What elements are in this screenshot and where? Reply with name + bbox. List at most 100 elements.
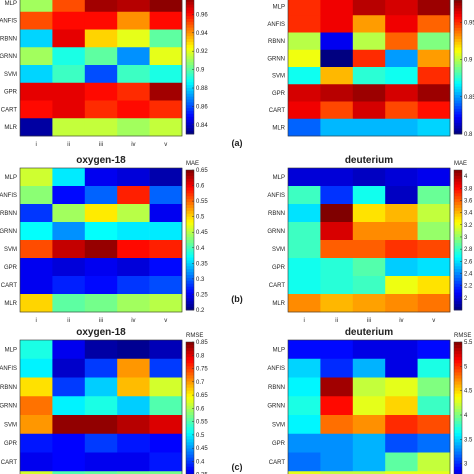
- heatmap-cell: [352, 118, 386, 137]
- colorbar-segment: [186, 408, 194, 413]
- colorbar-segment: [454, 289, 462, 293]
- heatmap-cell: [84, 222, 118, 241]
- heatmap-cell: [320, 0, 354, 16]
- colorbar-segment: [186, 65, 194, 69]
- colorbar-segment: [186, 242, 194, 247]
- heatmap-cell: [288, 358, 321, 378]
- row-label: SVM: [4, 422, 17, 428]
- heatmap-cell: [117, 29, 150, 48]
- colorbar-segment: [454, 50, 462, 54]
- heatmap-cell: [117, 240, 150, 259]
- heatmap-cell: [352, 222, 386, 241]
- row-label: GRNN: [267, 404, 285, 410]
- colorbar-tick-label: 0.85: [196, 340, 208, 346]
- colorbar-segment: [454, 190, 462, 194]
- plot-frame: [287, 339, 451, 474]
- colorbar-segment: [186, 378, 194, 382]
- heatmap-cell: [352, 186, 386, 205]
- heatmap-cell: [385, 433, 418, 453]
- heatmap-cell: [149, 358, 183, 378]
- colorbar-segment: [186, 93, 194, 98]
- heatmap-cell: [385, 101, 418, 120]
- colorbar-segment: [454, 436, 462, 440]
- heatmap-cell: [352, 0, 386, 16]
- colorbar-tick-label: 0.9: [464, 58, 473, 64]
- colorbar-segment: [454, 44, 462, 48]
- heatmap-cell: [288, 118, 321, 137]
- colorbar-segment: [454, 184, 462, 188]
- colorbar-segment: [186, 128, 194, 132]
- heatmap-cell: [117, 340, 150, 360]
- row-label: ANFIS: [267, 366, 285, 372]
- chart-title: oxygen-18: [76, 327, 126, 338]
- colorbar-segment: [186, 369, 194, 373]
- heatmap-cell: [117, 65, 150, 84]
- heatmap-cell: [149, 11, 183, 30]
- row-label: SVM: [4, 72, 17, 78]
- colorbar-segment: [454, 108, 462, 113]
- heatmap-cell: [385, 471, 418, 474]
- heatmap-cell: [417, 0, 451, 16]
- colorbar-segment: [186, 283, 194, 288]
- heatmap-cell: [385, 415, 418, 435]
- colorbar-tick-label: 0.35: [196, 473, 208, 474]
- colorbar-segment: [454, 469, 462, 474]
- column-label: i: [304, 318, 305, 324]
- colorbar-segment: [186, 269, 194, 273]
- colorbar-segment: [454, 472, 462, 474]
- colorbar-segment: [186, 390, 194, 395]
- heatmap-cell: [52, 276, 86, 295]
- colorbar-segment: [186, 193, 194, 197]
- colorbar-segment: [186, 13, 194, 17]
- colorbar-segment: [186, 76, 194, 80]
- heatmap-cell: [320, 15, 354, 33]
- column-label: iii: [99, 318, 103, 324]
- row-label: GRNN: [267, 229, 285, 235]
- colorbar-tick-label: 5.5: [464, 340, 473, 346]
- heatmap-cell: [84, 11, 118, 30]
- colorbar-segment: [454, 384, 462, 389]
- row-label: ANFIS: [0, 193, 17, 199]
- colorbar-segment: [454, 222, 462, 226]
- heatmap-cell: [117, 82, 150, 101]
- heatmap-cell: [84, 471, 118, 474]
- colorbar-segment: [186, 433, 194, 437]
- chart-title: oxygen-18: [76, 155, 126, 166]
- panel-label: (b): [231, 294, 243, 304]
- colorbar-segment: [186, 357, 194, 361]
- colorbar-segment: [186, 222, 194, 226]
- colorbar-segment: [454, 240, 462, 244]
- plot-frame: [19, 0, 183, 137]
- row-label: SVM: [272, 422, 285, 428]
- colorbar-segment: [454, 199, 462, 203]
- colorbar-segment: [186, 47, 194, 52]
- colorbar-segment: [454, 280, 462, 285]
- heatmap-cell: [52, 377, 86, 397]
- colorbar-segment: [186, 266, 194, 270]
- colorbar-tick-label: 0.88: [196, 86, 208, 92]
- colorbar-segment: [454, 248, 462, 253]
- colorbar-segment: [454, 454, 462, 458]
- heatmap-cell: [352, 168, 386, 187]
- heatmap-cell: [352, 32, 386, 51]
- heatmap-cell: [52, 471, 86, 474]
- heatmap-cell: [20, 452, 53, 472]
- colorbar-segment: [186, 280, 194, 285]
- colorbar-tick-label: 0.94: [196, 31, 208, 37]
- heatmap-cell: [417, 415, 451, 435]
- heatmap-cell: [52, 65, 86, 84]
- row-label: CART: [269, 460, 286, 466]
- heatmap-cell: [84, 204, 118, 223]
- heatmap-cell: [320, 358, 354, 378]
- colorbar-segment: [186, 272, 194, 276]
- heatmap-cell: [20, 433, 53, 453]
- heatmap-cell: [417, 168, 451, 187]
- heatmap-cell: [117, 358, 150, 378]
- colorbar-segment: [454, 298, 462, 302]
- heatmap-cell: [320, 222, 354, 241]
- colorbar-segment: [186, 175, 194, 180]
- heatmap-cell: [320, 204, 354, 223]
- row-label: RBNN: [268, 39, 285, 45]
- colorbar-segment: [454, 301, 462, 305]
- colorbar-segment: [186, 411, 194, 416]
